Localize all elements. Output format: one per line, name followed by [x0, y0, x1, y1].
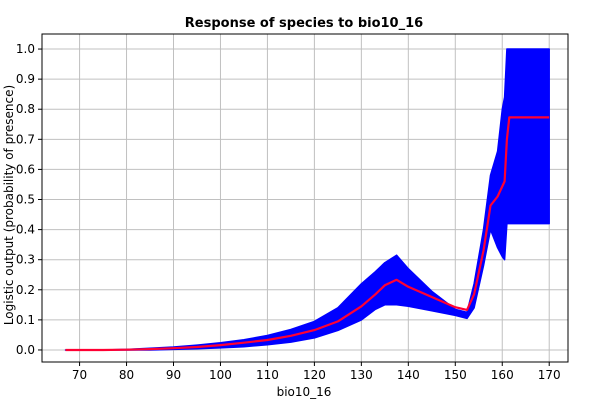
y-tick-label: 0.8	[16, 102, 35, 116]
x-tick-label: 170	[538, 368, 561, 382]
x-tick-label: 120	[303, 368, 326, 382]
y-axis-ticks: 0.0 0.1 0.2 0.3 0.4 0.5 0.6 0.7 0.8 0.9 1.0	[16, 42, 42, 357]
y-axis-label: Logistic output (probability of presence…	[2, 85, 16, 325]
x-tick-label: 130	[350, 368, 373, 382]
x-axis-ticks: 70 80 90 100 110 120 130 140 150 160 170	[72, 362, 561, 382]
band-area	[64, 48, 550, 351]
mean-response-line	[65, 116, 550, 352]
confidence-band	[64, 48, 550, 351]
y-tick-label: 0.6	[16, 162, 35, 176]
x-tick-label: 110	[256, 368, 279, 382]
x-tick-label: 140	[397, 368, 420, 382]
x-tick-label: 160	[491, 368, 514, 382]
response-curve	[65, 116, 550, 352]
x-axis-label: bio10_16	[277, 385, 332, 399]
y-tick-label: 0.7	[16, 132, 35, 146]
y-tick-label: 0.0	[16, 343, 35, 357]
x-tick-label: 150	[444, 368, 467, 382]
y-tick-label: 0.3	[16, 253, 35, 267]
x-tick-label: 80	[119, 368, 134, 382]
y-tick-label: 0.5	[16, 193, 35, 207]
y-tick-label: 0.9	[16, 72, 35, 86]
y-tick-label: 0.2	[16, 283, 35, 297]
y-tick-label: 0.1	[16, 313, 35, 327]
plot-frame	[41, 33, 569, 363]
x-tick-label: 100	[209, 368, 232, 382]
y-tick-label: 0.4	[16, 223, 35, 237]
x-tick-label: 70	[72, 368, 87, 382]
y-tick-label: 1.0	[16, 42, 35, 56]
chart-title: Response of species to bio10_16	[185, 16, 423, 31]
x-tick-label: 90	[166, 368, 181, 382]
